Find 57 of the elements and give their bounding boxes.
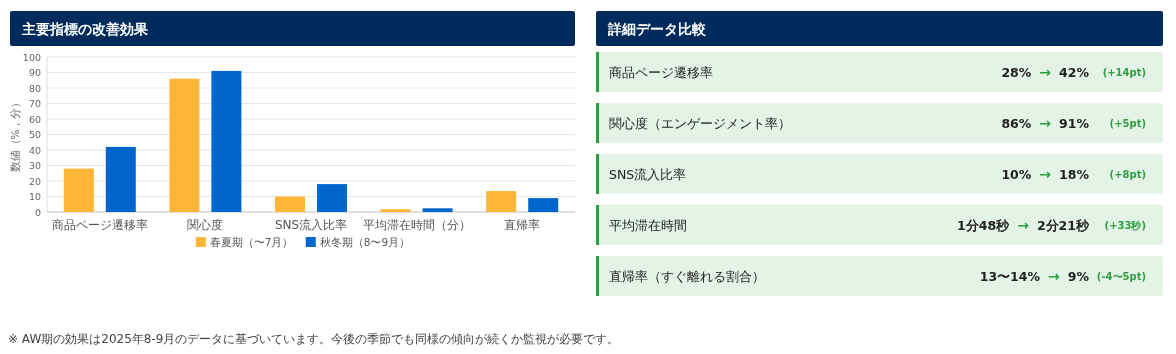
y-tick-label: 20 bbox=[28, 175, 41, 187]
legend-label: 秋冬期（8〜9月） bbox=[319, 236, 411, 248]
text: (-4〜5pt) bbox=[1096, 271, 1146, 282]
bar bbox=[486, 191, 517, 212]
text: 10% bbox=[1001, 167, 1032, 182]
text: → bbox=[1039, 166, 1052, 182]
text: 2分21秒 bbox=[1036, 218, 1090, 233]
text: → bbox=[1017, 217, 1030, 233]
x-tick-label: SNS流入比率 bbox=[274, 218, 348, 232]
text: 18% bbox=[1059, 167, 1090, 182]
y-tick-label: 0 bbox=[34, 206, 41, 218]
text: 関心度（エンゲージメント率） bbox=[609, 116, 791, 131]
y-tick-label: 70 bbox=[28, 98, 41, 109]
bar bbox=[380, 209, 411, 212]
text: 91% bbox=[1059, 116, 1090, 131]
bar bbox=[317, 184, 347, 212]
text: 13〜14% bbox=[979, 269, 1041, 284]
chart-title: 主要指標の改善効果 bbox=[21, 21, 149, 37]
bar bbox=[275, 196, 305, 212]
y-tick-label: 40 bbox=[28, 144, 41, 156]
bar bbox=[105, 146, 136, 212]
y-tick-label: 100 bbox=[22, 51, 41, 63]
text: (+14pt) bbox=[1102, 67, 1146, 78]
x-tick-label: 直帰率 bbox=[504, 218, 541, 232]
y-tick-label: 30 bbox=[28, 160, 41, 171]
bar bbox=[422, 208, 453, 212]
text: 9% bbox=[1067, 269, 1090, 284]
bar bbox=[169, 78, 200, 212]
y-tick-label: 10 bbox=[28, 191, 41, 202]
bar bbox=[528, 198, 559, 212]
text: 平均滞在時間 bbox=[609, 218, 687, 233]
x-tick-label: 商品ページ遷移率 bbox=[51, 218, 148, 232]
x-tick-label: 平均滞在時間（分） bbox=[362, 218, 471, 232]
legend-label: 春夏期（〜7月） bbox=[209, 236, 294, 248]
text: → bbox=[1039, 115, 1052, 131]
text: 詳細データ比較 bbox=[607, 21, 707, 37]
text: 1分48秒 bbox=[957, 218, 1011, 233]
y-tick-label: 80 bbox=[28, 82, 41, 94]
text: (+33秒) bbox=[1104, 220, 1146, 231]
text: → bbox=[1039, 64, 1052, 80]
text: → bbox=[1048, 268, 1061, 284]
text: SNS流入比率 bbox=[609, 167, 687, 182]
y-tick-label: 90 bbox=[28, 67, 41, 78]
text: 商品ページ遷移率 bbox=[609, 65, 713, 80]
x-tick-label: 関心度 bbox=[187, 218, 224, 232]
bar bbox=[63, 168, 94, 212]
text: ※ AW期の効果は2025年8-9月のデータに基づいています。今後の季節でも同様の傾向が続くか監視が必要です。 bbox=[8, 332, 620, 346]
y-tick-label: 50 bbox=[28, 129, 41, 140]
text: (+8pt) bbox=[1109, 169, 1146, 180]
bar bbox=[211, 70, 242, 212]
text: 86% bbox=[1001, 116, 1032, 131]
text: (+5pt) bbox=[1109, 118, 1146, 129]
text: 42% bbox=[1059, 65, 1090, 80]
y-axis-title: 数値（%，分） bbox=[9, 96, 21, 173]
text: 直帰率（すぐ離れる割合） bbox=[609, 269, 765, 284]
text: 28% bbox=[1001, 65, 1032, 80]
y-tick-label: 60 bbox=[28, 113, 41, 125]
